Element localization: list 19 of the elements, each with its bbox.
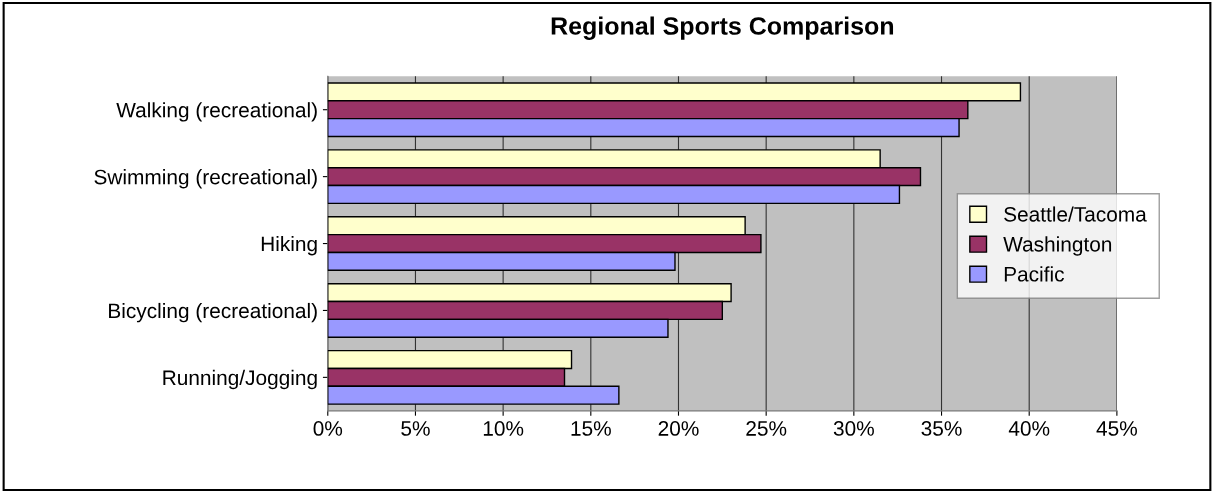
x-tick-label: 35% xyxy=(921,421,962,436)
y-tick-label: Hiking xyxy=(261,235,317,256)
chart-title: Regional Sports Comparison xyxy=(551,16,894,40)
x-tick-label: 15% xyxy=(571,421,611,436)
x-tick-label: 5% xyxy=(401,421,430,436)
legend-label: Washington xyxy=(1003,236,1112,256)
y-tick-label: Swimming (recreational) xyxy=(94,169,317,189)
x-tick-label: 25% xyxy=(746,421,787,436)
x-tick-label: 20% xyxy=(658,421,699,436)
legend-label: Seattle/Tacoma xyxy=(1004,206,1147,222)
x-tick-label: 45% xyxy=(1096,421,1137,436)
y-tick-label: Walking (recreational) xyxy=(116,102,317,122)
x-tick-label: 40% xyxy=(1008,421,1050,436)
x-tick-label: 30% xyxy=(833,421,874,436)
y-tick-label: Running/Jogging xyxy=(163,369,317,390)
x-tick-label: 10% xyxy=(483,421,524,436)
legend-label: Pacific xyxy=(1004,266,1064,282)
y-tick-label: Bicycling (recreational) xyxy=(109,302,317,323)
x-tick-label: 0% xyxy=(313,421,343,436)
